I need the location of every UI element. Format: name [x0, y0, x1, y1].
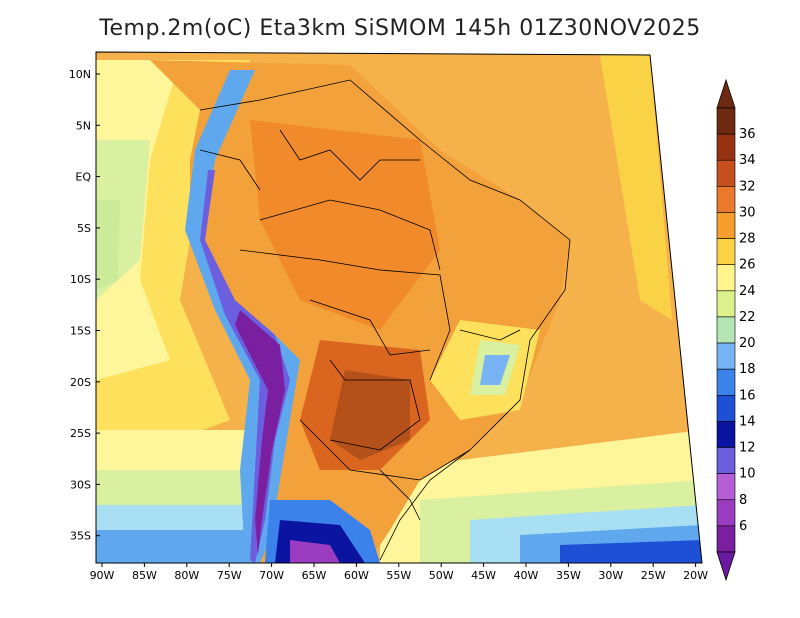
colorbar-segment — [716, 159, 736, 187]
lon-label: 40W — [514, 569, 539, 582]
colorbar-label: 16 — [739, 388, 756, 403]
colorbar-segment — [716, 525, 736, 553]
lon-label: 45W — [471, 569, 496, 582]
colorbar-label: 10 — [739, 467, 756, 482]
map-title: Temp.2m(oC) Eta3km SiSMOM 145h 01Z30NOV2… — [99, 16, 701, 41]
lon-label: 35W — [556, 569, 581, 582]
domain-border — [95, 51, 703, 564]
lon-label: 60W — [344, 569, 369, 582]
lat-label: 10S — [70, 273, 91, 286]
lat-label: 25S — [70, 427, 91, 440]
lat-label: 10N — [69, 68, 91, 81]
colorbar-segment — [716, 421, 736, 448]
colorbar-low-triangle — [716, 551, 736, 582]
colorbar: 6 8 10 12 14 16 18 20 22 24 26 28 30 32 34 36 — [716, 78, 756, 582]
colorbar-label: 6 — [739, 519, 747, 534]
colorbar-label: 36 — [739, 127, 756, 142]
lon-label: 85W — [132, 569, 157, 582]
lon-label: 70W — [259, 569, 284, 582]
colorbar-segment — [716, 290, 736, 318]
colorbar-label: 22 — [739, 310, 756, 325]
colorbar-label: 20 — [739, 336, 756, 351]
colorbar-segment — [716, 447, 736, 474]
lon-label: 20W — [683, 569, 708, 582]
colorbar-label: 26 — [739, 258, 756, 273]
latitude-axis: 10N 5N EQ 5S 10S 15S 20S 25S 30S 35S — [69, 68, 100, 543]
lon-label: 75W — [217, 569, 242, 582]
colorbar-segment — [716, 499, 736, 527]
colorbar-label: 24 — [739, 284, 756, 299]
lat-label: 20S — [70, 376, 91, 389]
colorbar-label: 28 — [739, 232, 756, 247]
colorbar-segment — [716, 212, 736, 239]
colorbar-label: 18 — [739, 362, 756, 377]
lon-label: 25W — [641, 569, 666, 582]
colorbar-high-triangle — [716, 78, 736, 109]
longitude-axis: 90W 85W 80W 75W 70W 65W 60W 55W 50W 45W 40W 35W 30W 2… — [90, 563, 708, 582]
lat-label: 5S — [77, 222, 91, 235]
political-borders — [199, 79, 571, 561]
lon-label: 50W — [429, 569, 454, 582]
colorbar-label: 32 — [739, 179, 756, 194]
colorbar-segment — [716, 107, 736, 135]
colorbar-label: 8 — [739, 493, 747, 508]
colorbar-label: 12 — [739, 441, 756, 456]
colorbar-segment — [716, 238, 736, 266]
colorbar-segment — [716, 394, 736, 422]
lon-label: 30W — [598, 569, 623, 582]
lat-label: 15S — [70, 325, 91, 338]
lat-label: EQ — [75, 171, 91, 184]
lon-label: 80W — [174, 569, 199, 582]
colorbar-segment — [716, 264, 736, 292]
lat-label: 5N — [76, 119, 91, 132]
colorbar-segment — [716, 186, 736, 213]
colorbar-segment — [716, 133, 736, 161]
colorbar-label: 34 — [739, 153, 756, 168]
lat-label: 30S — [70, 478, 91, 491]
colorbar-segment — [716, 473, 736, 501]
lon-label: 55W — [386, 569, 411, 582]
colorbar-segment — [716, 342, 736, 370]
colorbar-segment — [716, 316, 736, 344]
lon-label: 90W — [90, 569, 115, 582]
colorbar-segment — [716, 368, 736, 396]
lat-label: 35S — [70, 530, 91, 543]
temperature-field — [96, 52, 702, 563]
lon-label: 65W — [302, 569, 327, 582]
colorbar-label: 30 — [739, 205, 756, 220]
colorbar-label: 14 — [739, 414, 756, 429]
